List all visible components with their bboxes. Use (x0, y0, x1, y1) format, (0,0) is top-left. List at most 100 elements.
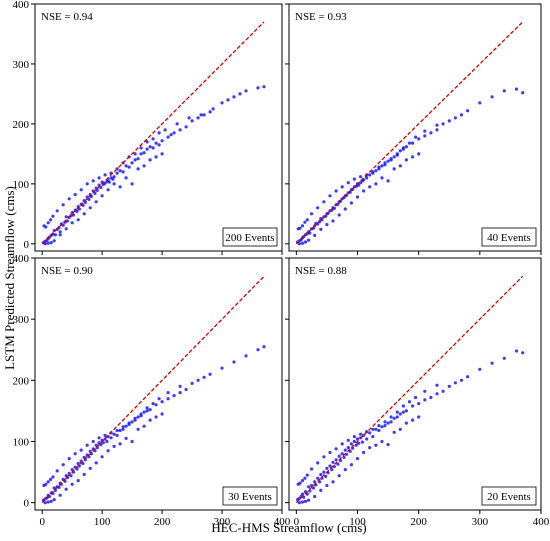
data-point (154, 403, 158, 407)
data-point (337, 474, 341, 478)
data-point (75, 209, 79, 213)
data-point (398, 412, 402, 416)
data-point (121, 425, 125, 429)
x-tick-label: 100 (349, 516, 366, 528)
data-point (331, 460, 335, 464)
data-point (435, 392, 439, 396)
data-point (172, 131, 176, 135)
data-point (360, 440, 364, 444)
data-point (354, 443, 358, 447)
data-point (70, 482, 74, 486)
data-point (148, 145, 152, 149)
data-point (331, 480, 335, 484)
data-point (414, 135, 418, 139)
events-label: 200 Events (225, 232, 274, 244)
data-point (202, 375, 206, 379)
data-point (208, 110, 212, 114)
y-tick-label: 0 (24, 239, 30, 251)
data-point (76, 461, 80, 466)
data-point (115, 428, 119, 433)
data-point (401, 146, 405, 150)
data-point (325, 466, 329, 470)
data-point (94, 200, 98, 204)
data-point (172, 394, 176, 398)
data-point (106, 188, 110, 192)
one-to-one-line (41, 275, 265, 504)
data-point (83, 200, 87, 204)
data-point (320, 476, 324, 480)
data-point (374, 169, 378, 173)
data-point (377, 424, 381, 428)
data-point (386, 179, 390, 183)
data-point (392, 167, 396, 171)
x-tick-label: 300 (214, 516, 231, 528)
data-point (490, 95, 494, 99)
data-point (386, 421, 390, 425)
data-point (49, 499, 53, 503)
data-point (105, 439, 109, 444)
data-point (160, 152, 164, 156)
data-point (76, 218, 80, 222)
data-point (178, 128, 182, 132)
data-point (163, 128, 167, 132)
data-point (404, 145, 408, 149)
data-point (57, 485, 61, 489)
data-point (325, 223, 329, 227)
data-point (349, 442, 353, 446)
data-point (349, 463, 353, 467)
data-point (435, 128, 439, 132)
data-point (49, 218, 53, 222)
y-tick-label: 100 (13, 436, 30, 448)
data-point (386, 443, 390, 447)
data-point (346, 181, 350, 185)
events-label: 40 Events (487, 232, 531, 244)
data-point (313, 494, 317, 499)
data-point (466, 109, 470, 113)
panel-4: 0 100 200 300 400 NSE = 0.88 20 Events (285, 257, 550, 528)
data-point (319, 227, 323, 231)
x-tick-label: 0 (39, 516, 45, 528)
data-point (447, 119, 451, 123)
data-point (362, 450, 366, 455)
data-point (169, 133, 173, 137)
data-point (61, 463, 65, 467)
data-point (88, 206, 92, 210)
data-point (392, 155, 396, 159)
data-point (58, 230, 62, 234)
data-point (308, 489, 312, 493)
data-point (359, 432, 363, 436)
data-point (115, 171, 119, 175)
data-point (157, 143, 161, 147)
x-tick-label: 100 (94, 516, 111, 528)
data-point (368, 173, 372, 177)
data-point (51, 475, 55, 479)
data-point (55, 469, 59, 473)
data-point (342, 455, 346, 459)
data-point (300, 500, 305, 504)
data-point (97, 176, 101, 180)
y-tick-label: 300 (13, 314, 30, 326)
data-point (307, 498, 311, 502)
data-point (151, 146, 155, 150)
data-point (85, 182, 89, 186)
data-point (389, 420, 393, 424)
data-point (377, 165, 381, 169)
data-point (386, 159, 390, 163)
data-point (130, 161, 134, 165)
data-point (142, 151, 146, 155)
data-point (502, 89, 506, 93)
events-box (222, 227, 278, 247)
data-point (300, 479, 305, 483)
data-point (447, 384, 451, 388)
data-point (417, 152, 421, 156)
data-point (371, 427, 375, 431)
data-point (127, 421, 131, 425)
data-point (349, 201, 353, 205)
data-point (340, 185, 344, 189)
data-point (441, 389, 445, 393)
data-point (124, 436, 128, 440)
data-point (91, 179, 95, 183)
data-point (43, 242, 47, 246)
data-point (109, 436, 113, 440)
data-point (67, 457, 71, 461)
